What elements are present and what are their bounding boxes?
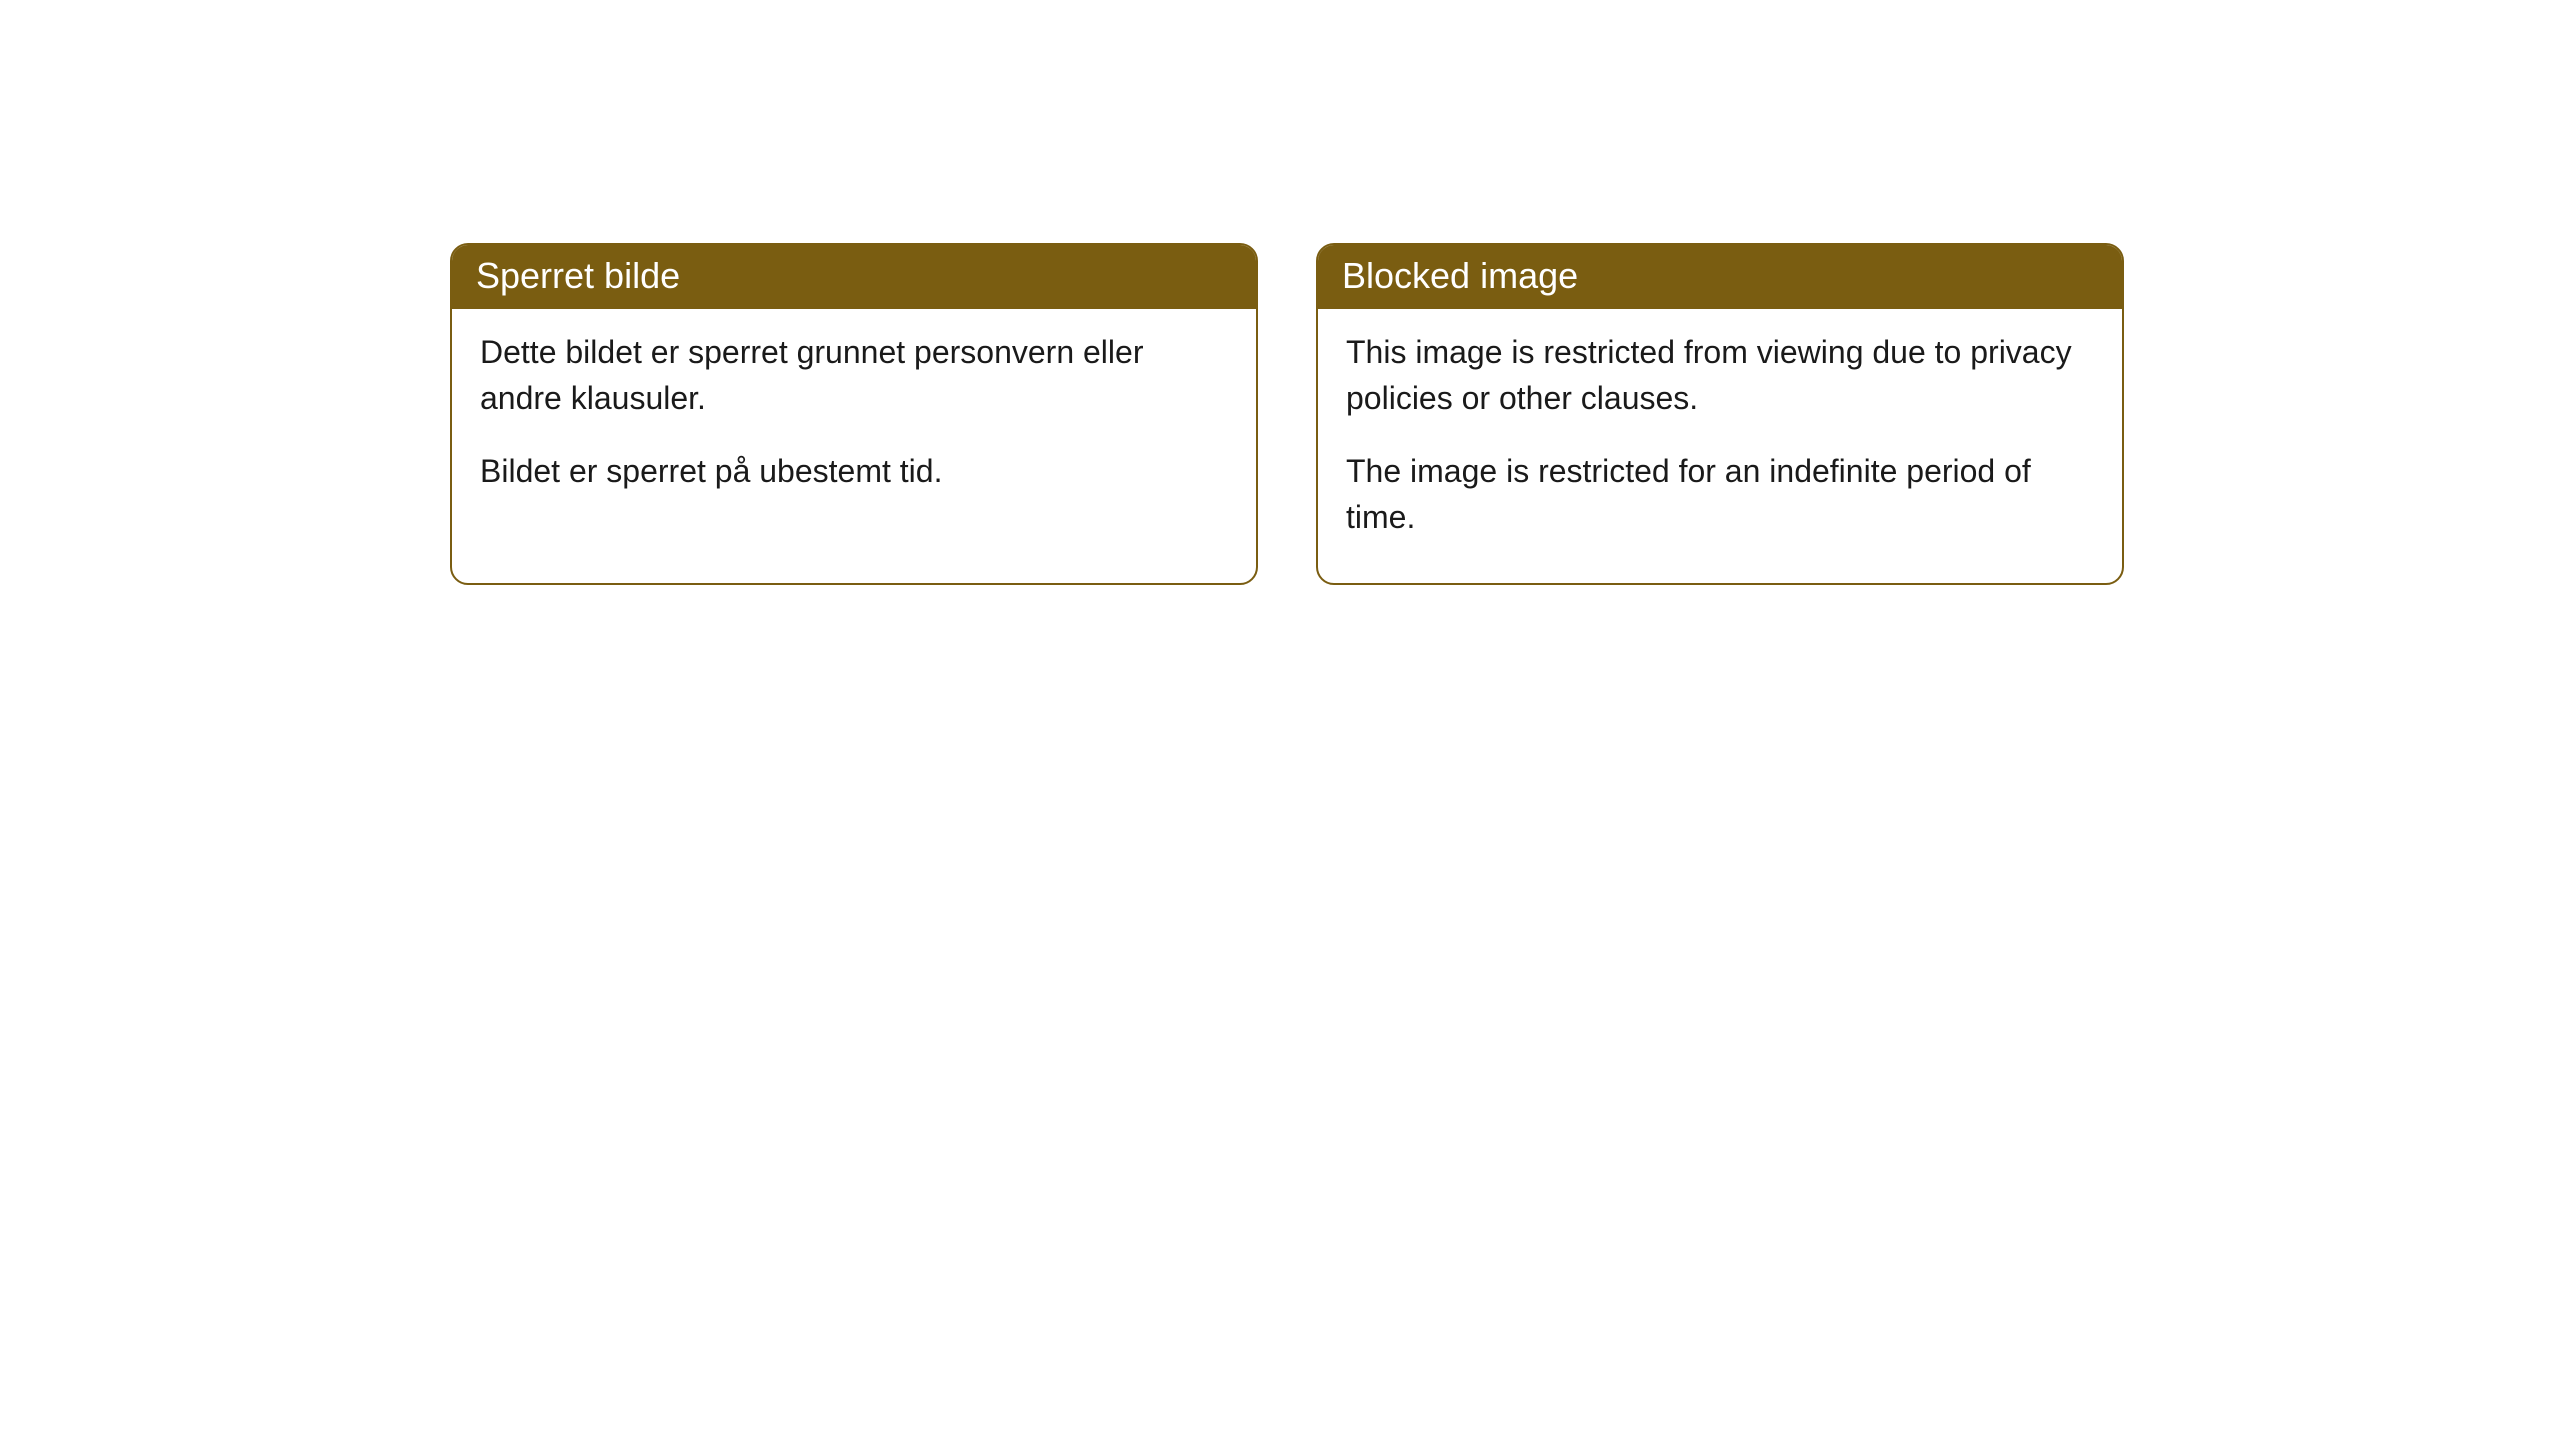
card-body-norwegian: Dette bildet er sperret grunnet personve…: [452, 309, 1256, 536]
card-paragraph: Dette bildet er sperret grunnet personve…: [480, 329, 1228, 422]
card-body-english: This image is restricted from viewing du…: [1318, 309, 2122, 583]
card-paragraph: The image is restricted for an indefinit…: [1346, 448, 2094, 541]
blocked-image-cards: Sperret bilde Dette bildet er sperret gr…: [450, 243, 2124, 585]
blocked-card-norwegian: Sperret bilde Dette bildet er sperret gr…: [450, 243, 1258, 585]
card-title-norwegian: Sperret bilde: [452, 245, 1256, 309]
blocked-card-english: Blocked image This image is restricted f…: [1316, 243, 2124, 585]
card-title-english: Blocked image: [1318, 245, 2122, 309]
card-paragraph: This image is restricted from viewing du…: [1346, 329, 2094, 422]
card-paragraph: Bildet er sperret på ubestemt tid.: [480, 448, 1228, 494]
